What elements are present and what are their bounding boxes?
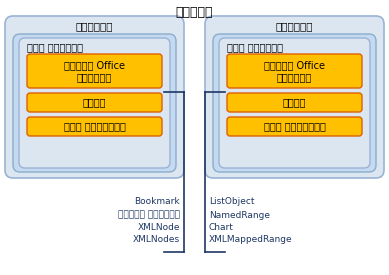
- FancyBboxPatch shape: [19, 38, 170, 168]
- FancyBboxPatch shape: [213, 34, 376, 172]
- FancyBboxPatch shape: [5, 16, 184, 178]
- FancyBboxPatch shape: [227, 93, 362, 112]
- Text: データ バインディング: データ バインディング: [264, 122, 326, 131]
- FancyBboxPatch shape: [205, 16, 384, 178]
- Text: XMLNode: XMLNode: [137, 222, 180, 232]
- FancyBboxPatch shape: [219, 38, 370, 168]
- Text: イベント: イベント: [83, 98, 106, 108]
- Text: データ バインディング: データ バインディング: [63, 122, 125, 131]
- Text: ホスト コントロール: ホスト コントロール: [227, 42, 283, 52]
- FancyBboxPatch shape: [227, 54, 362, 88]
- Text: Bookmark: Bookmark: [134, 197, 180, 207]
- FancyBboxPatch shape: [13, 34, 176, 172]
- Text: ホスト コントロール: ホスト コントロール: [27, 42, 83, 52]
- Text: ドキュメント: ドキュメント: [76, 21, 113, 31]
- Text: ネイティブ Office
オブジェクト: ネイティブ Office オブジェクト: [264, 60, 325, 82]
- FancyBboxPatch shape: [27, 117, 162, 136]
- Text: ListObject: ListObject: [209, 197, 254, 207]
- Text: コンテンツ コントロール: コンテンツ コントロール: [118, 210, 180, 219]
- Text: ネイティブ Office
オブジェクト: ネイティブ Office オブジェクト: [64, 60, 125, 82]
- Text: イベント: イベント: [283, 98, 306, 108]
- Text: ホスト項目: ホスト項目: [175, 6, 213, 19]
- Text: NamedRange: NamedRange: [209, 210, 270, 219]
- FancyBboxPatch shape: [27, 93, 162, 112]
- Text: XMLNodes: XMLNodes: [133, 235, 180, 244]
- FancyBboxPatch shape: [227, 117, 362, 136]
- FancyBboxPatch shape: [27, 54, 162, 88]
- Text: XMLMappedRange: XMLMappedRange: [209, 235, 293, 244]
- Text: Chart: Chart: [209, 222, 234, 232]
- Text: ワークシート: ワークシート: [276, 21, 313, 31]
